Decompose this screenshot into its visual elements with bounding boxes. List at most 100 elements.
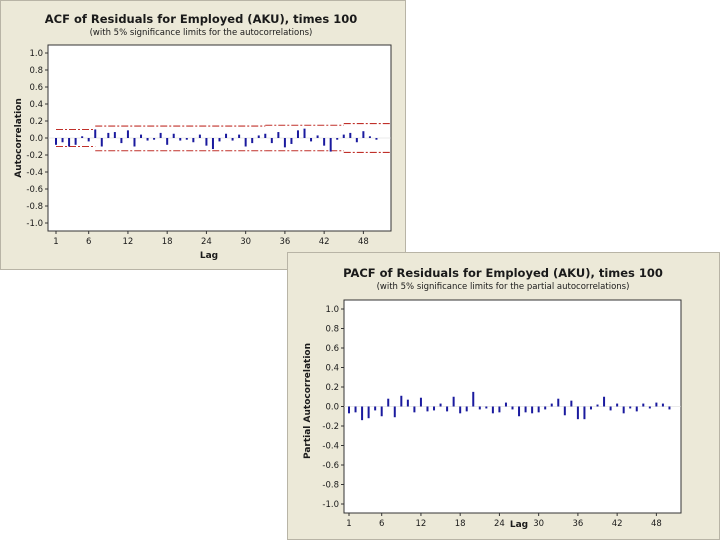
acf-chart-title: ACF of Residuals for Employed (AKU), tim…	[45, 12, 357, 26]
pacf-x-tick-label: 36	[572, 519, 583, 529]
pacf-y-tick-label: 0.4	[325, 364, 339, 374]
acf-bar	[375, 138, 378, 140]
pacf-y-tick-label: -0.8	[322, 481, 339, 491]
pacf-bar	[629, 406, 632, 409]
acf-x-tick-label: 42	[319, 237, 330, 247]
pacf-bar	[426, 406, 429, 412]
pacf-bar	[400, 395, 403, 407]
pacf-bar	[622, 406, 625, 414]
pacf-chart-panel: PACF of Residuals for Employed (AKU), ti…	[287, 252, 720, 540]
pacf-bar	[380, 406, 383, 417]
acf-y-tick-label: -0.8	[26, 202, 43, 212]
acf-chart: ACF of Residuals for Employed (AKU), tim…	[14, 12, 392, 261]
acf-x-tick-label: 30	[240, 237, 251, 247]
pacf-bar	[465, 406, 468, 412]
acf-x-tick-label: 12	[123, 237, 134, 247]
acf-x-tick-label: 18	[162, 237, 173, 247]
acf-x-tick-label: 36	[279, 237, 290, 247]
pacf-chart: PACF of Residuals for Employed (AKU), ti…	[303, 266, 682, 530]
pacf-bar	[419, 397, 422, 407]
pacf-bar	[511, 406, 514, 410]
acf-y-tick-label: 0.0	[29, 134, 43, 144]
acf-y-tick-label: 0.2	[29, 117, 43, 127]
acf-bar	[159, 132, 162, 138]
acf-bar	[179, 138, 182, 141]
pacf-x-tick-label: 48	[651, 519, 662, 529]
pacf-bar	[557, 398, 560, 407]
pacf-x-tick-label: 42	[612, 519, 623, 529]
acf-bar	[310, 138, 313, 142]
acf-bar	[107, 132, 110, 138]
pacf-chart-title: PACF of Residuals for Employed (AKU), ti…	[343, 266, 663, 280]
pacf-bar	[433, 406, 436, 411]
acf-bar	[342, 134, 345, 138]
acf-bar	[87, 138, 90, 142]
pacf-y-tick-label: 0.8	[325, 325, 339, 335]
acf-y-tick-label: 0.8	[29, 66, 43, 76]
pacf-bar	[576, 406, 579, 420]
pacf-bar	[478, 406, 481, 410]
acf-bar	[113, 132, 116, 138]
acf-y-axis-label: Autocorrelation	[14, 98, 24, 178]
acf-bar	[329, 138, 332, 152]
acf-bar	[251, 138, 254, 144]
acf-bar	[133, 138, 136, 147]
pacf-bar	[563, 406, 566, 416]
pacf-x-tick-label: 12	[416, 519, 427, 529]
pacf-bar	[570, 400, 573, 407]
pacf-bar	[393, 406, 396, 418]
pacf-bar	[531, 406, 534, 414]
acf-bar	[264, 133, 267, 138]
acf-bar	[55, 138, 57, 145]
pacf-bar	[603, 396, 606, 407]
pacf-x-tick-label: 6	[379, 519, 384, 529]
acf-bar	[81, 136, 84, 138]
acf-bar	[192, 138, 195, 143]
pacf-bar	[616, 403, 619, 407]
acf-y-tick-label: -0.2	[26, 151, 43, 161]
acf-bar	[270, 138, 273, 144]
acf-bar	[120, 138, 123, 144]
acf-chart-panel: ACF of Residuals for Employed (AKU), tim…	[0, 0, 406, 270]
pacf-bar	[439, 403, 442, 407]
pacf-bar	[537, 406, 540, 413]
acf-chart-subtitle: (with 5% significance limits for the aut…	[90, 28, 313, 38]
pacf-bar	[491, 406, 494, 414]
pacf-bar	[589, 406, 592, 410]
acf-bar	[94, 129, 97, 138]
pacf-x-tick-label: 24	[494, 519, 505, 529]
pacf-bar	[518, 406, 521, 417]
acf-y-tick-label: 0.6	[29, 83, 43, 93]
pacf-y-tick-label: 0.2	[325, 383, 339, 393]
pacf-x-tick-label: 18	[455, 519, 466, 529]
acf-bar	[211, 138, 214, 150]
pacf-bar	[354, 406, 357, 413]
pacf-bar	[596, 404, 599, 407]
acf-bar	[140, 134, 143, 138]
pacf-bar	[498, 406, 501, 413]
pacf-bar	[583, 406, 586, 420]
pacf-bar	[609, 406, 612, 411]
acf-x-tick-label: 24	[201, 237, 212, 247]
acf-bar	[349, 132, 352, 138]
pacf-y-tick-label: 0.6	[325, 344, 339, 354]
pacf-bar	[472, 391, 475, 407]
acf-bar	[296, 130, 299, 138]
pacf-bar	[648, 406, 651, 409]
pacf-chart-subtitle: (with 5% significance limits for the par…	[377, 282, 630, 292]
pacf-y-tick-label: -0.2	[322, 422, 339, 432]
acf-y-tick-label: -0.4	[26, 168, 43, 178]
pacf-bar	[661, 403, 664, 407]
acf-marks: 1.0 0.8 0.6 0.4 0.2 0.0 -0.2 -0.4 -0.6 -0.8 -1.0 1 6…	[26, 49, 391, 247]
acf-bar	[277, 132, 280, 138]
acf-bar	[172, 133, 175, 138]
pacf-bar	[348, 406, 350, 414]
acf-bar	[225, 133, 228, 138]
pacf-marks: 1.0 0.8 0.6 0.4 0.2 0.0 -0.2 -0.4 -0.6 -0.8 -1.0 1 6…	[322, 305, 681, 529]
acf-bar	[323, 138, 326, 146]
acf-bar	[61, 138, 64, 143]
acf-bar	[100, 138, 103, 147]
pacf-bar	[459, 406, 462, 414]
acf-bar	[336, 138, 339, 140]
acf-bar	[126, 130, 129, 138]
